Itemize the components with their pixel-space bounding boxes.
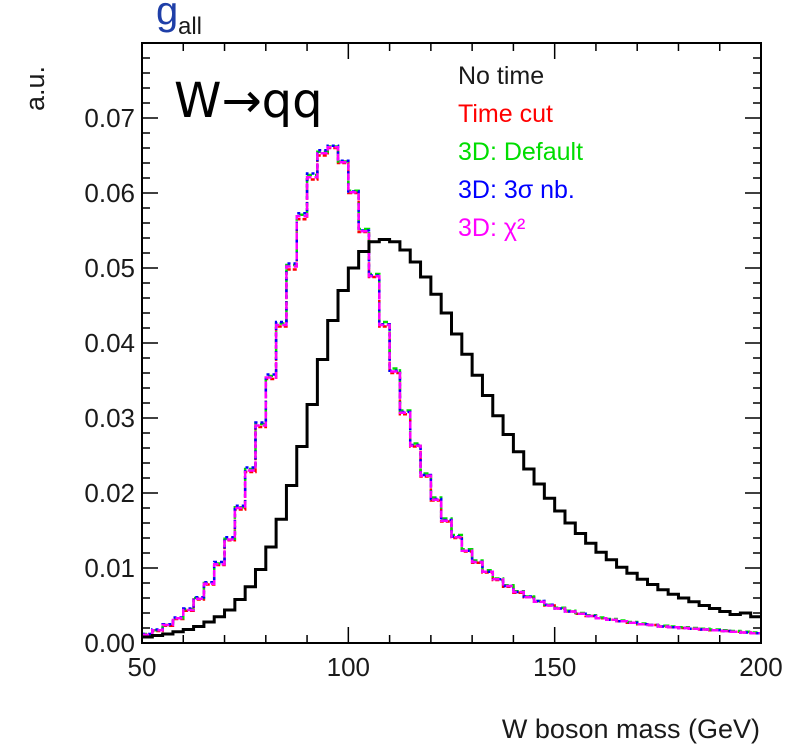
y-tick-labels: 0.00 0.01 0.02 0.03 0.04 0.05 0.06 0.07: [84, 103, 135, 658]
legend-entry: 3D: Default: [458, 138, 583, 166]
axis-ticks: [141, 42, 762, 644]
series-line: [142, 146, 761, 636]
y-axis-title: a.u.: [20, 66, 50, 111]
legend-entry: 3D: 3σ nb.: [458, 176, 575, 204]
series-line: [142, 145, 761, 636]
legend: No time Time cut 3D: Default 3D: 3σ nb. 3D: …: [458, 62, 583, 242]
legend-entry: No time: [458, 62, 544, 90]
legend-entry: Time cut: [458, 100, 553, 128]
series-line: [142, 144, 761, 636]
y-tick-label: 0.07: [84, 103, 135, 133]
top-fragment-subscript: all: [178, 13, 202, 40]
process-annotation: W→qq: [174, 73, 323, 129]
legend-entry: 3D: χ²: [458, 214, 525, 242]
series-line: [142, 146, 761, 636]
x-tick-label: 150: [533, 652, 576, 682]
y-tick-label: 0.01: [84, 553, 135, 583]
y-tick-label: 0.04: [84, 328, 135, 358]
y-tick-label: 0.03: [84, 403, 135, 433]
x-tick-label: 200: [739, 652, 782, 682]
x-axis-title: W boson mass (GeV): [502, 714, 760, 744]
series-layer: [142, 144, 761, 639]
y-tick-label: 0.06: [84, 178, 135, 208]
x-tick-label: 50: [128, 652, 157, 682]
y-tick-label: 0.00: [84, 628, 135, 658]
y-tick-label: 0.05: [84, 253, 135, 283]
top-fragment-symbol: g: [156, 0, 178, 33]
plot-frame: [141, 42, 762, 644]
x-tick-labels: 50 100 150 200: [128, 652, 783, 682]
y-tick-label: 0.02: [84, 478, 135, 508]
x-tick-label: 100: [327, 652, 370, 682]
series-line: [142, 238, 761, 639]
